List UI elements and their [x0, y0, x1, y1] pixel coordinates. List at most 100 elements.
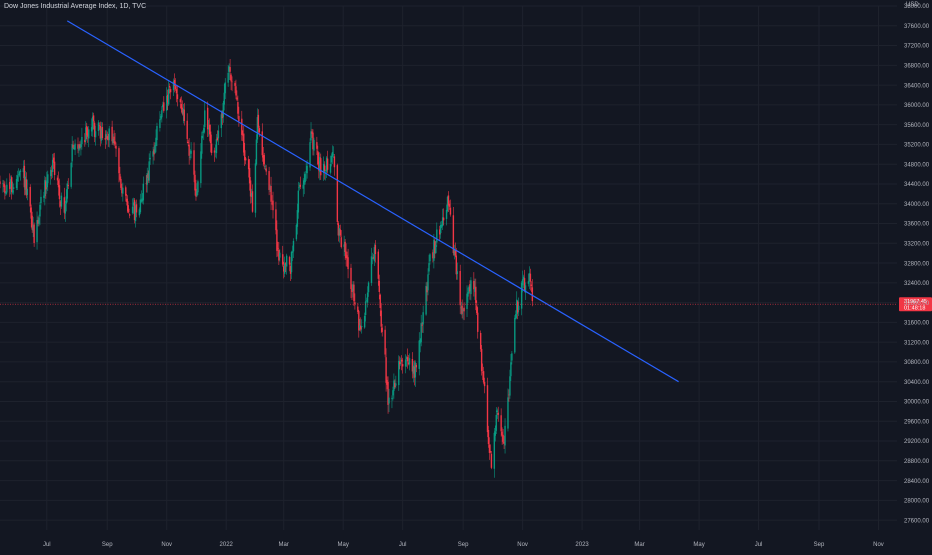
- candle-body[interactable]: [93, 122, 96, 137]
- candle-body[interactable]: [186, 120, 188, 139]
- candle-body[interactable]: [217, 130, 220, 139]
- candle-body[interactable]: [279, 252, 281, 258]
- candle-body[interactable]: [304, 174, 306, 183]
- candle-body[interactable]: [6, 184, 8, 193]
- candle-body[interactable]: [346, 255, 348, 259]
- candle-body[interactable]: [425, 285, 427, 315]
- candle-body[interactable]: [166, 95, 168, 111]
- candle-body[interactable]: [337, 223, 340, 236]
- candle-body[interactable]: [182, 108, 184, 115]
- candle-body[interactable]: [514, 317, 516, 353]
- candle-body[interactable]: [72, 144, 74, 148]
- candle-body[interactable]: [64, 203, 67, 214]
- candle-body[interactable]: [190, 150, 192, 154]
- candle-body[interactable]: [427, 274, 429, 291]
- candle-body[interactable]: [358, 311, 360, 331]
- candle-body[interactable]: [118, 148, 120, 174]
- candle-body[interactable]: [440, 224, 442, 234]
- candles[interactable]: [0, 59, 534, 478]
- candle-body[interactable]: [439, 229, 441, 235]
- candle-body[interactable]: [256, 117, 259, 140]
- candle-body[interactable]: [112, 138, 114, 144]
- candle-body[interactable]: [405, 357, 408, 359]
- candle-body[interactable]: [181, 107, 184, 114]
- candle-body[interactable]: [494, 431, 496, 436]
- candle-body[interactable]: [133, 199, 136, 221]
- candle-body[interactable]: [290, 251, 293, 273]
- candle-body[interactable]: [509, 376, 511, 396]
- candle-body[interactable]: [45, 181, 47, 190]
- candle-body[interactable]: [343, 244, 345, 247]
- candle-body[interactable]: [155, 137, 157, 146]
- candle-body[interactable]: [470, 280, 472, 295]
- candle-body[interactable]: [261, 131, 263, 156]
- candle-body[interactable]: [296, 210, 299, 227]
- candle-body[interactable]: [434, 241, 436, 254]
- candle-body[interactable]: [445, 209, 448, 219]
- candle-body[interactable]: [263, 155, 265, 165]
- candle-body[interactable]: [0, 181, 1, 184]
- candle-body[interactable]: [309, 142, 311, 168]
- candle-body[interactable]: [387, 381, 389, 405]
- candle-body[interactable]: [398, 360, 400, 386]
- candle-body[interactable]: [104, 138, 106, 140]
- candle-body[interactable]: [297, 190, 300, 213]
- candle-body[interactable]: [413, 366, 416, 378]
- candle-body[interactable]: [78, 145, 80, 151]
- candle-body[interactable]: [176, 94, 179, 100]
- candle-body[interactable]: [522, 276, 525, 280]
- candle-body[interactable]: [271, 202, 273, 204]
- candle-body[interactable]: [452, 215, 455, 254]
- candle-body[interactable]: [323, 165, 326, 171]
- candle-body[interactable]: [161, 110, 163, 118]
- candle-body[interactable]: [531, 287, 534, 302]
- candle-body[interactable]: [127, 201, 129, 212]
- candle-body[interactable]: [384, 329, 386, 355]
- candle-body[interactable]: [339, 229, 341, 236]
- candle-body[interactable]: [238, 115, 240, 122]
- candle-body[interactable]: [111, 126, 113, 142]
- candle-body[interactable]: [139, 199, 142, 213]
- candle-body[interactable]: [38, 217, 40, 224]
- candle-body[interactable]: [228, 66, 230, 72]
- candle-body[interactable]: [353, 284, 355, 302]
- candle-body[interactable]: [436, 229, 438, 243]
- candle-body[interactable]: [295, 224, 298, 240]
- candle-body[interactable]: [325, 157, 328, 172]
- candle-body[interactable]: [357, 306, 359, 312]
- candle-body[interactable]: [98, 125, 101, 126]
- candle-body[interactable]: [245, 158, 247, 161]
- candle-body[interactable]: [254, 163, 257, 213]
- candle-body[interactable]: [404, 359, 407, 367]
- candle-body[interactable]: [360, 325, 362, 330]
- candle-body[interactable]: [53, 161, 56, 176]
- candle-body[interactable]: [503, 441, 505, 444]
- candle-body[interactable]: [520, 282, 523, 309]
- candle-body[interactable]: [50, 169, 52, 177]
- candle-body[interactable]: [201, 135, 203, 154]
- candle-body[interactable]: [495, 414, 497, 431]
- time-axis[interactable]: Jul Sep Nov 2022 Mar May Jul Sep Nov 2023 Mar May Ju…: [43, 542, 884, 548]
- candle-body[interactable]: [67, 185, 69, 187]
- candle-body[interactable]: [510, 362, 512, 377]
- candle-body[interactable]: [94, 131, 97, 138]
- candle-body[interactable]: [169, 89, 172, 93]
- drawing-layer[interactable]: [66, 20, 679, 383]
- candle-body[interactable]: [167, 94, 169, 103]
- candle-body[interactable]: [456, 271, 458, 274]
- candle-body[interactable]: [44, 180, 46, 197]
- candle-body[interactable]: [364, 301, 367, 316]
- candle-body[interactable]: [249, 180, 252, 197]
- candle-body[interactable]: [528, 273, 531, 282]
- candle-body[interactable]: [284, 263, 286, 274]
- candle-body[interactable]: [237, 102, 239, 114]
- candle-body[interactable]: [331, 152, 334, 157]
- candle-body[interactable]: [481, 372, 484, 374]
- candle-body[interactable]: [463, 307, 465, 312]
- candle-body[interactable]: [352, 284, 354, 292]
- candle-body[interactable]: [11, 177, 13, 193]
- candle-body[interactable]: [428, 263, 430, 272]
- candle-body[interactable]: [511, 353, 513, 361]
